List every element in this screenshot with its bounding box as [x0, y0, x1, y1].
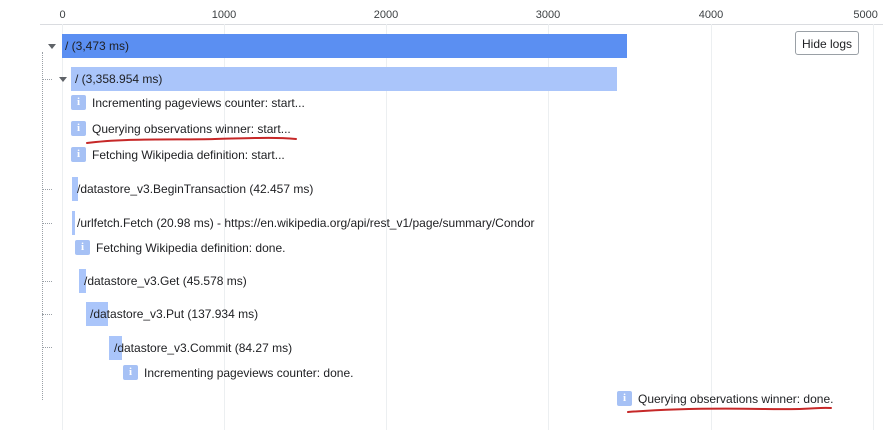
span-bar	[72, 177, 78, 201]
span-bar	[71, 67, 617, 91]
log-entry[interactable]: i Incrementing pageviews counter: start.…	[71, 95, 331, 111]
info-icon: i	[75, 240, 90, 255]
span-label: / (3,358.954 ms)	[75, 72, 163, 86]
info-icon: i	[71, 95, 86, 110]
log-text: Incrementing pageviews counter: start...	[92, 96, 305, 110]
collapse-caret-icon[interactable]	[59, 77, 67, 82]
trace-span-root[interactable]: / (3,473 ms)	[62, 34, 627, 58]
log-entry[interactable]: i Querying observations winner: done.	[617, 391, 857, 407]
tree-line	[42, 52, 43, 400]
info-icon: i	[71, 121, 86, 136]
span-label: /datastore_v3.Commit (84.27 ms)	[114, 341, 293, 355]
trace-span-request[interactable]: / (3,358.954 ms)	[71, 67, 617, 91]
log-entry[interactable]: i Fetching Wikipedia definition: done.	[75, 240, 335, 256]
collapse-caret-icon[interactable]	[48, 44, 56, 49]
gridline	[711, 24, 712, 430]
span-label: /datastore_v3.Get (45.578 ms)	[84, 274, 247, 288]
trace-span-get[interactable]: /datastore_v3.Get (45.578 ms)	[79, 269, 339, 293]
log-entry[interactable]: i Querying observations winner: start...	[71, 121, 331, 137]
log-text: Querying observations winner: done.	[638, 392, 834, 406]
span-label: / (3,473 ms)	[65, 39, 130, 53]
gridline	[62, 24, 63, 430]
info-icon: i	[617, 391, 632, 406]
axis-tick-label: 5000	[853, 9, 878, 21]
tree-line	[42, 281, 52, 282]
info-icon: i	[123, 365, 138, 380]
log-entry[interactable]: i Fetching Wikipedia definition: start..…	[71, 147, 331, 163]
gridline	[548, 24, 549, 430]
log-text: Querying observations winner: start...	[92, 122, 291, 136]
log-text: Fetching Wikipedia definition: start...	[92, 148, 285, 162]
axis-tick-label: 4000	[698, 9, 724, 21]
axis-tick-label: 1000	[211, 9, 237, 21]
trace-span-commit[interactable]: /datastore_v3.Commit (84.27 ms)	[109, 336, 369, 360]
log-text: Incrementing pageviews counter: done.	[144, 366, 354, 380]
span-bar	[72, 211, 75, 235]
log-entry[interactable]: i Incrementing pageviews counter: done.	[123, 365, 383, 381]
annotation-underline	[627, 406, 832, 413]
span-label: /datastore_v3.Put (137.934 ms)	[90, 307, 259, 321]
trace-span-urlfetch[interactable]: /urlfetch.Fetch (20.98 ms) - https://en.…	[72, 211, 562, 235]
span-label: /datastore_v3.BeginTransaction (42.457 m…	[77, 182, 314, 196]
span-bar	[62, 34, 627, 58]
annotation-underline	[86, 136, 297, 144]
gridline	[873, 24, 874, 430]
span-bar	[109, 336, 122, 360]
hide-logs-button[interactable]: Hide logs	[795, 31, 859, 55]
tree-line	[42, 314, 52, 315]
gridline	[224, 24, 225, 430]
span-bar	[79, 269, 86, 293]
span-bar	[86, 302, 108, 326]
axis-tick-label: 0	[59, 9, 66, 21]
log-text: Fetching Wikipedia definition: done.	[96, 241, 286, 255]
tree-line	[42, 347, 52, 348]
gridline	[386, 24, 387, 430]
axis-tick-label: 2000	[373, 9, 399, 21]
tree-line	[42, 79, 52, 80]
tree-line	[42, 189, 52, 190]
span-label: /urlfetch.Fetch (20.98 ms) - https://en.…	[77, 216, 535, 230]
info-icon: i	[71, 147, 86, 162]
trace-span-put[interactable]: /datastore_v3.Put (137.934 ms)	[86, 302, 346, 326]
tree-line	[42, 223, 52, 224]
axis-tick-label: 3000	[535, 9, 561, 21]
trace-span-begin-transaction[interactable]: /datastore_v3.BeginTransaction (42.457 m…	[72, 177, 392, 201]
axis-line	[40, 24, 883, 25]
